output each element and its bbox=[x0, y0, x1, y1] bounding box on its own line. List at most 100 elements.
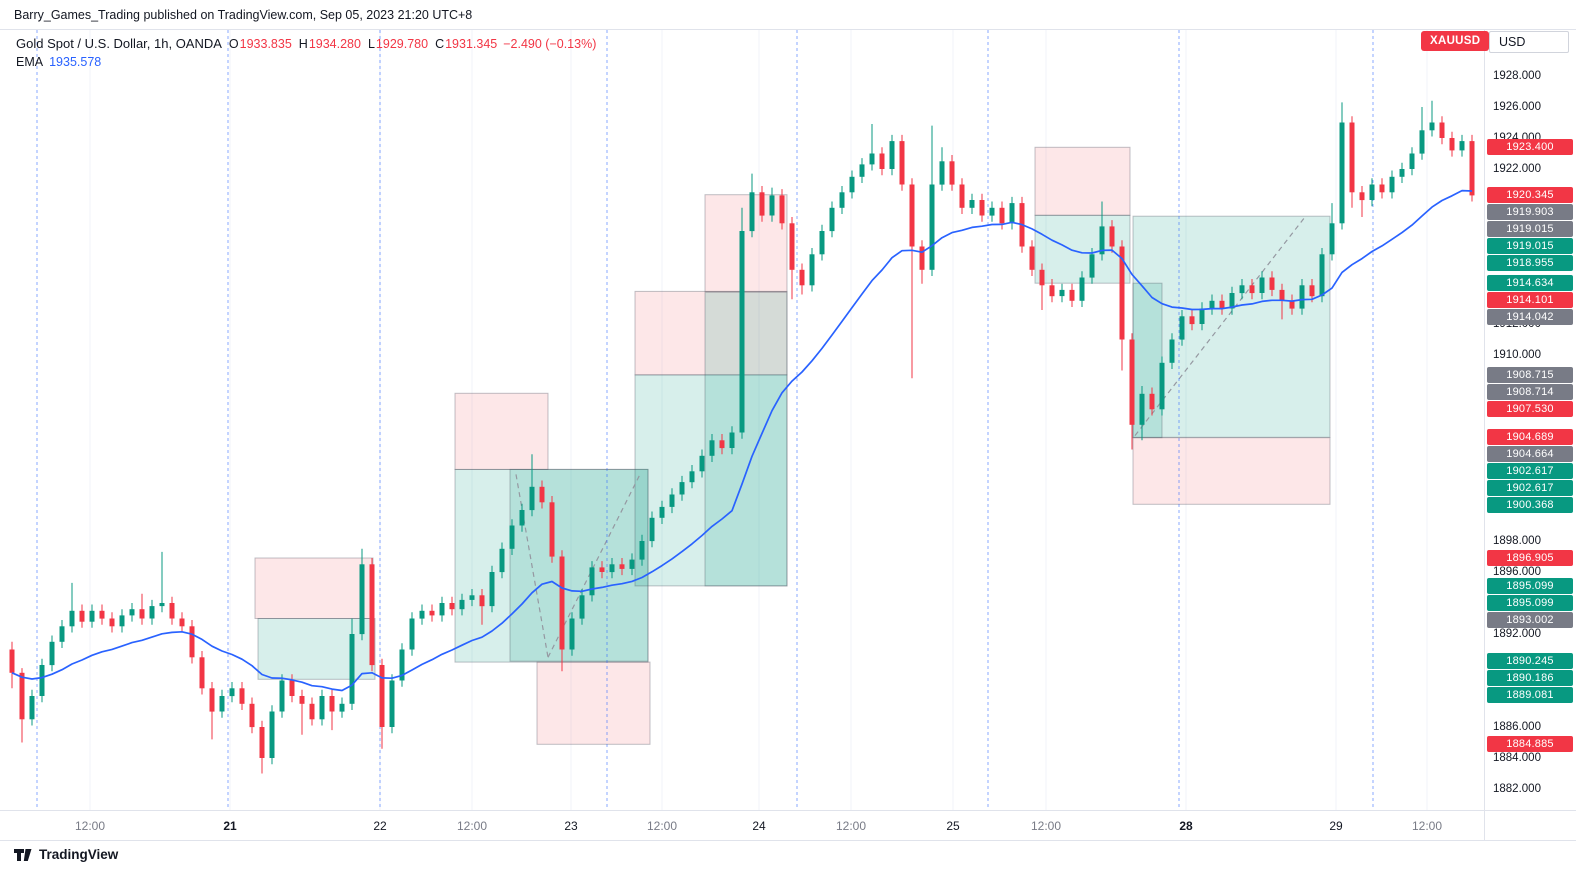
candle-body bbox=[639, 541, 645, 560]
candle-body bbox=[369, 564, 375, 666]
candle-body bbox=[179, 618, 185, 627]
price-label-chip: 1919.015 bbox=[1487, 238, 1573, 254]
symbol-title[interactable]: Gold Spot / U.S. Dollar, 1h, OANDA bbox=[16, 36, 222, 51]
currency-select[interactable]: USD bbox=[1489, 31, 1569, 53]
candle-body bbox=[989, 207, 995, 216]
attribution-bar: Barry_Games_Trading published on Trading… bbox=[0, 0, 1576, 30]
trendline[interactable] bbox=[547, 474, 641, 658]
candle-body bbox=[359, 564, 365, 635]
candle-body bbox=[309, 703, 315, 720]
price-axis-label: 1886.000 bbox=[1493, 721, 1541, 733]
candle-body bbox=[1169, 339, 1175, 363]
tradingview-wordmark[interactable]: TradingView bbox=[39, 847, 119, 862]
candle-body bbox=[9, 649, 15, 673]
tradingview-logo-icon[interactable] bbox=[14, 848, 33, 862]
candle-body bbox=[1469, 141, 1475, 196]
candle-body bbox=[629, 559, 635, 569]
candle-body bbox=[739, 231, 745, 433]
candle-body bbox=[459, 599, 465, 610]
footer: TradingView bbox=[14, 847, 118, 862]
legend-symbol-row[interactable]: Gold Spot / U.S. Dollar, 1h, OANDA O1933.… bbox=[16, 35, 596, 53]
symbol-badge[interactable]: XAUUSD bbox=[1421, 31, 1490, 51]
candle-body bbox=[879, 153, 885, 169]
candle-body bbox=[1189, 316, 1195, 325]
candle-body bbox=[1449, 138, 1455, 151]
candle-body bbox=[29, 696, 35, 720]
candle-body bbox=[229, 688, 235, 697]
candle-body bbox=[919, 246, 925, 270]
candle-body bbox=[889, 141, 895, 169]
time-axis-label: 28 bbox=[1179, 819, 1193, 833]
price-label-chip: 1889.081 bbox=[1487, 687, 1573, 703]
ohlc-low-label: L bbox=[367, 37, 375, 51]
demand-zone[interactable] bbox=[1132, 215, 1331, 438]
demand-zone[interactable] bbox=[634, 374, 788, 587]
candle-body bbox=[599, 567, 605, 572]
supply-zone[interactable] bbox=[1034, 146, 1131, 216]
candle-body bbox=[19, 672, 25, 720]
supply-zone[interactable] bbox=[254, 557, 374, 619]
price-label-chip: 1893.002 bbox=[1487, 612, 1573, 628]
ohlc-close-value: 1931.345 bbox=[445, 37, 498, 51]
price-label-chip: 1908.714 bbox=[1487, 384, 1573, 400]
candle-body bbox=[119, 615, 125, 627]
time-axis-label: 25 bbox=[946, 819, 960, 833]
candle-body bbox=[1349, 122, 1355, 193]
trendline[interactable] bbox=[515, 474, 549, 658]
ohlc-high-value: 1934.280 bbox=[308, 37, 361, 51]
candle-body bbox=[1089, 254, 1095, 278]
price-label-chip: 1914.101 bbox=[1487, 292, 1573, 308]
candle-body bbox=[189, 626, 195, 658]
candle-body bbox=[79, 610, 85, 622]
candle-body bbox=[399, 649, 405, 681]
candle-body bbox=[589, 567, 595, 596]
candle-body bbox=[1219, 300, 1225, 309]
candle-body bbox=[1319, 254, 1325, 297]
candle-body bbox=[209, 688, 215, 712]
candle-body bbox=[279, 680, 285, 712]
candle-body bbox=[1369, 184, 1375, 200]
price-label-chip: 1884.885 bbox=[1487, 736, 1573, 752]
candle-body bbox=[1239, 285, 1245, 294]
candle-body bbox=[1139, 393, 1145, 425]
candle-body bbox=[129, 609, 135, 616]
candle-body bbox=[89, 610, 95, 622]
demand-zone[interactable] bbox=[1132, 282, 1163, 439]
time-axis-label: 29 bbox=[1329, 819, 1343, 833]
candle-body bbox=[159, 603, 165, 607]
candle-body bbox=[1289, 300, 1295, 309]
candle-body bbox=[709, 440, 715, 456]
supply-zone[interactable] bbox=[454, 392, 549, 470]
price-label-chip: 1904.689 bbox=[1487, 429, 1573, 445]
price-axis[interactable]: 1928.0001926.0001924.0001922.0001912.000… bbox=[1484, 30, 1576, 810]
candle-body bbox=[69, 610, 75, 627]
candle-body bbox=[249, 703, 255, 728]
supply-zone[interactable] bbox=[634, 290, 788, 376]
price-label-chip: 1902.617 bbox=[1487, 480, 1573, 496]
legend-ema-row[interactable]: EMA 1935.578 bbox=[16, 53, 596, 71]
price-label-chip: 1895.099 bbox=[1487, 595, 1573, 611]
demand-zone[interactable] bbox=[257, 618, 376, 680]
candle-body bbox=[939, 161, 945, 185]
price-label-chip: 1908.715 bbox=[1487, 367, 1573, 383]
price-label-chip: 1890.245 bbox=[1487, 653, 1573, 669]
ema-value: 1935.578 bbox=[49, 55, 102, 69]
supply-zone[interactable] bbox=[704, 194, 788, 292]
price-axis-label: 1882.000 bbox=[1493, 783, 1541, 795]
candle-body bbox=[169, 603, 175, 619]
supply-zone[interactable] bbox=[536, 661, 651, 745]
price-label-chip: 1914.634 bbox=[1487, 275, 1573, 291]
axis-corner bbox=[1484, 810, 1576, 840]
price-axis-label: 1884.000 bbox=[1493, 752, 1541, 764]
supply-zone[interactable] bbox=[1132, 437, 1331, 505]
candle-body bbox=[259, 727, 265, 758]
candle-body bbox=[1199, 308, 1205, 324]
candle-body bbox=[99, 610, 105, 619]
time-axis[interactable]: 12:00 21 22 12:00 23 12:00 24 12:00 25 12:00 28 29 1… bbox=[0, 810, 1484, 841]
price-label-chip: 1900.368 bbox=[1487, 497, 1573, 513]
demand-zone[interactable] bbox=[704, 291, 788, 587]
candle-body bbox=[959, 184, 965, 208]
ema-line[interactable] bbox=[11, 189, 1473, 692]
candle-body bbox=[1119, 246, 1125, 340]
